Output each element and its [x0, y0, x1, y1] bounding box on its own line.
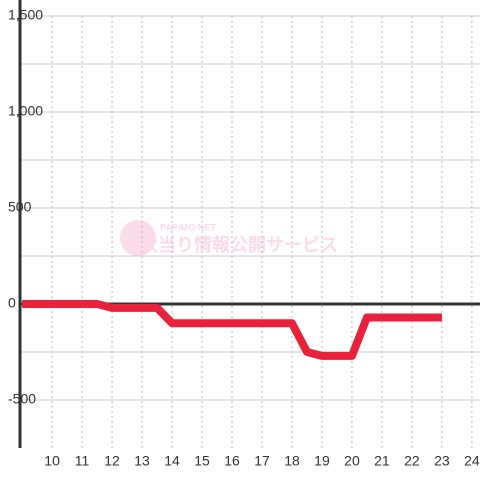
- x-tick-label: 11: [75, 453, 90, 469]
- x-tick-label: 13: [134, 453, 150, 469]
- x-tick-label: 18: [284, 453, 300, 469]
- watermark-logo: [120, 220, 156, 256]
- watermark-text: 大当り情報公開サービス: [140, 234, 338, 255]
- x-tick-label: 24: [464, 453, 480, 469]
- watermark: PAPIMO-NET 大当り情報公開サービス: [120, 220, 338, 256]
- x-tick-label: 16: [224, 453, 240, 469]
- x-tick-label: 21: [374, 453, 390, 469]
- x-tick-label: 14: [164, 453, 180, 469]
- data-line: [22, 300, 442, 360]
- y-tick-label: -500: [8, 391, 36, 407]
- x-tick-label: 22: [404, 453, 420, 469]
- y-tick-label: 1,000: [8, 103, 43, 119]
- x-tick-label: 23: [434, 453, 450, 469]
- x-tick-label: 17: [254, 453, 270, 469]
- x-tick-label: 15: [194, 453, 210, 469]
- y-tick-label: 0: [8, 295, 16, 311]
- x-tick-label: 19: [314, 453, 330, 469]
- x-tick-label: 12: [104, 453, 120, 469]
- watermark-brand: PAPIMO-NET: [160, 222, 216, 232]
- plot: -50005001,0001,5001011121314151617181920…: [8, 0, 480, 469]
- grid: [20, 15, 480, 448]
- x-tick-label: 10: [44, 453, 60, 469]
- y-tick-label: 1,500: [8, 7, 43, 23]
- x-tick-label: 20: [344, 453, 360, 469]
